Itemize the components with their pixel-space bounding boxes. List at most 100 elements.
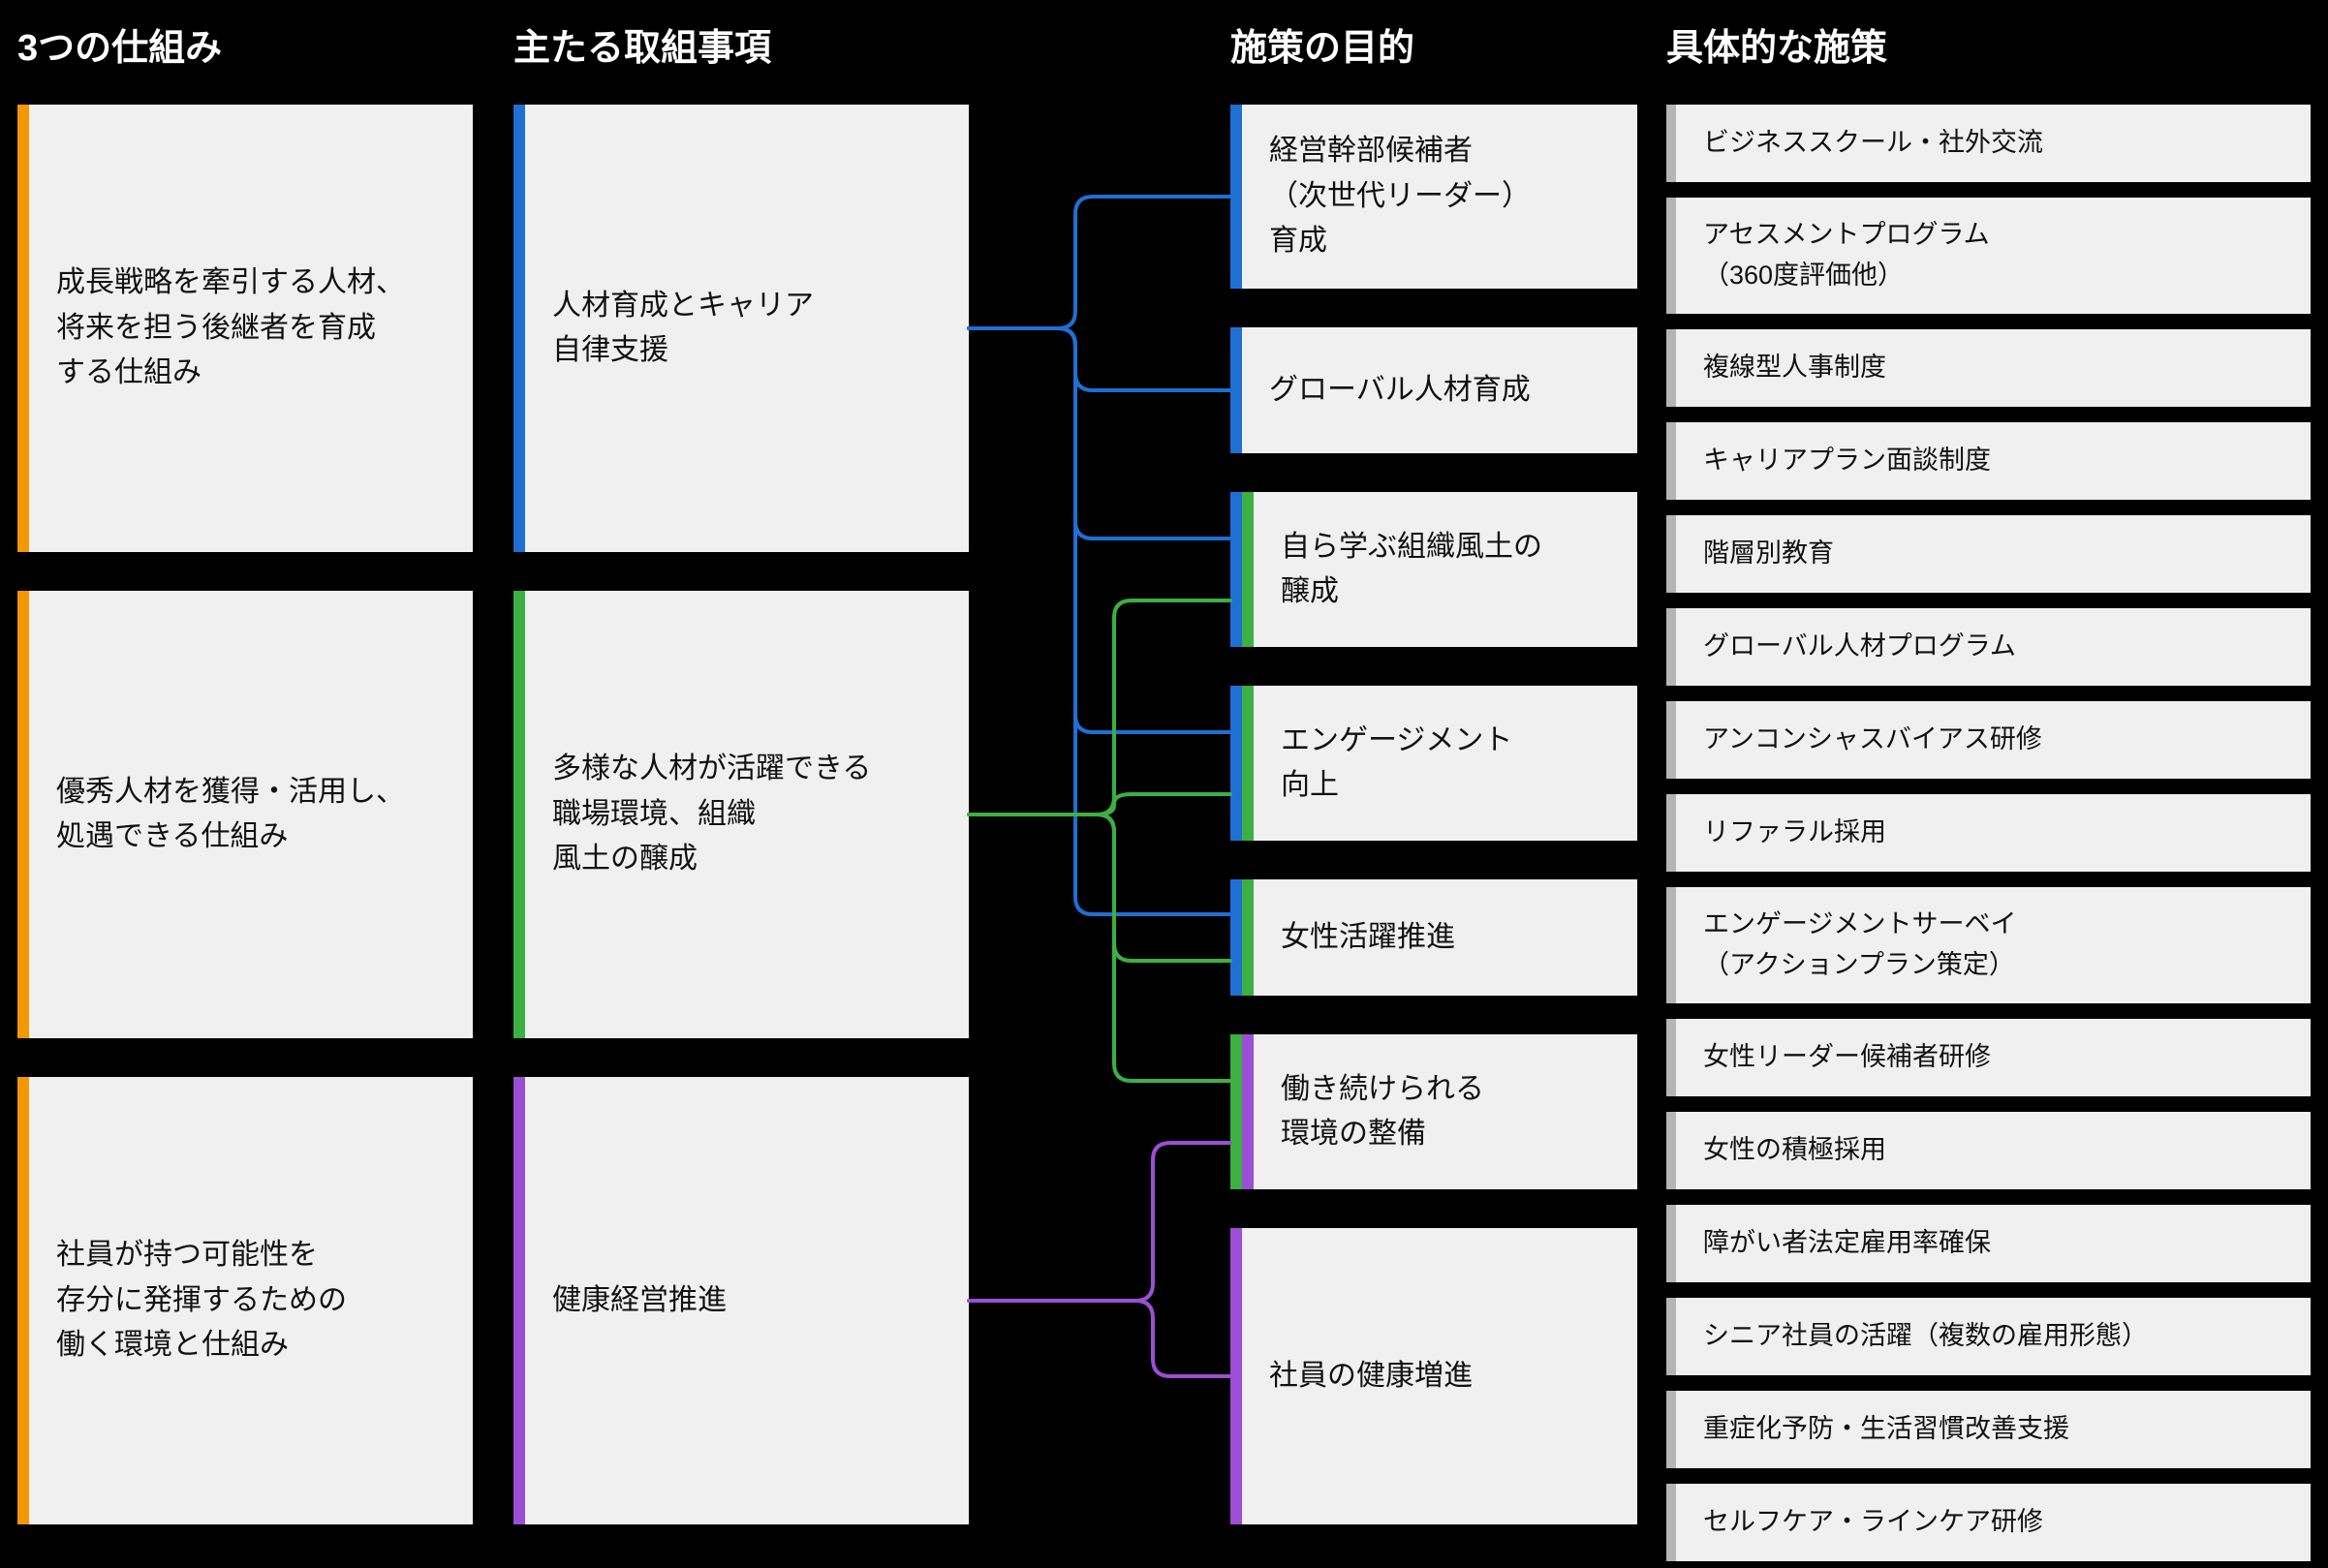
card-label: 重症化予防・生活習慣改善支援	[1676, 1409, 2089, 1450]
card-label: グローバル人材プログラム	[1676, 627, 2035, 667]
card-c3-4: エンゲージメント向上	[1230, 686, 1637, 841]
stripe	[1666, 701, 1676, 779]
connector-c2-1-c3-1	[969, 197, 1230, 328]
card-c4-7: アンコンシャスバイアス研修	[1666, 701, 2311, 779]
connector-c2-1-c3-4	[969, 328, 1230, 732]
card-c4-5: 階層別教育	[1666, 515, 2311, 593]
card-label: 成長戦略を牽引する人材、将来を担う後継者を育成する仕組み	[29, 261, 424, 396]
card-label: 働き続けられる環境の整備	[1254, 1067, 1504, 1157]
card-label: エンゲージメントサーベイ（アクションプラン策定）	[1676, 905, 2035, 986]
card-c1-3: 社員が持つ可能性を存分に発揮するための働く環境と仕組み	[17, 1077, 473, 1524]
stripe	[513, 591, 525, 1038]
card-c3-5: 女性活躍推進	[1230, 879, 1637, 996]
card-c4-15: セルフケア・ラインケア研修	[1666, 1484, 2311, 1561]
card-c3-1: 経営幹部候補者（次世代リーダー）育成	[1230, 105, 1637, 289]
stripe-secondary	[1242, 879, 1254, 996]
stripe-secondary	[1242, 1034, 1254, 1189]
connector-c2-1-c3-5	[969, 328, 1230, 914]
column-header-col4: 具体的な施策	[1666, 17, 1887, 71]
card-c3-6: 働き続けられる環境の整備	[1230, 1034, 1637, 1189]
card-c4-3: 複線型人事制度	[1666, 329, 2311, 407]
stripe	[1230, 879, 1242, 996]
connector-c2-2-c3-4	[969, 794, 1230, 815]
card-label: エンゲージメント向上	[1254, 719, 1532, 809]
card-c2-3: 健康経営推進	[513, 1077, 969, 1524]
card-label: 社員の健康増進	[1242, 1354, 1492, 1399]
stripe	[1666, 105, 1676, 182]
stripe	[17, 1077, 29, 1524]
stripe	[1666, 1019, 1676, 1096]
card-label: 障がい者法定雇用率確保	[1676, 1223, 2010, 1264]
card-c3-3: 自ら学ぶ組織風土の醸成	[1230, 492, 1637, 647]
connector-c2-3-c3-7	[969, 1301, 1230, 1376]
stripe	[1666, 515, 1676, 593]
stripe	[1230, 1228, 1242, 1524]
stripe	[1666, 198, 1676, 314]
stripe	[1666, 1112, 1676, 1189]
card-label: 社員が持つ可能性を存分に発揮するための働く環境と仕組み	[29, 1233, 366, 1368]
stripe	[1666, 1205, 1676, 1282]
stripe	[17, 105, 29, 552]
column-header-col3: 施策の目的	[1230, 17, 1414, 71]
card-c4-2: アセスメントプログラム（360度評価他）	[1666, 198, 2311, 314]
stripe	[17, 591, 29, 1038]
card-label: シニア社員の活躍（複数の雇用形態）	[1676, 1316, 2167, 1357]
card-label: グローバル人材育成	[1242, 368, 1550, 414]
connector-c2-2-c3-5	[969, 815, 1230, 961]
card-label: 多様な人材が活躍できる職場環境、組織風土の醸成	[525, 747, 890, 882]
card-label: 健康経営推進	[525, 1278, 746, 1324]
card-c3-7: 社員の健康増進	[1230, 1228, 1637, 1524]
card-label: 女性の積極採用	[1676, 1130, 1906, 1171]
stripe	[1666, 794, 1676, 872]
card-c4-10: 女性リーダー候補者研修	[1666, 1019, 2311, 1096]
card-c4-9: エンゲージメントサーベイ（アクションプラン策定）	[1666, 887, 2311, 1003]
stripe-secondary	[1242, 492, 1254, 647]
card-label: 女性リーダー候補者研修	[1676, 1037, 2010, 1078]
card-label: 階層別教育	[1676, 534, 1853, 574]
stripe	[1666, 329, 1676, 407]
card-label: セルフケア・ラインケア研修	[1676, 1502, 2063, 1543]
stripe	[1666, 887, 1676, 1003]
stripe	[1666, 608, 1676, 686]
connector-c2-2-c3-6	[969, 815, 1230, 1081]
stripe-secondary	[1242, 686, 1254, 841]
stripe	[1666, 1298, 1676, 1375]
card-label: ビジネススクール・社外交流	[1676, 123, 2063, 164]
card-c4-14: 重症化予防・生活習慣改善支援	[1666, 1391, 2311, 1468]
card-label: 女性活躍推進	[1254, 915, 1474, 961]
card-label: アセスメントプログラム（360度評価他）	[1676, 215, 2009, 296]
stripe	[1230, 327, 1242, 453]
card-label: 人材育成とキャリア自律支援	[525, 284, 833, 374]
connector-c2-2-c3-3	[969, 600, 1230, 815]
stripe	[1230, 1034, 1242, 1189]
connector-c2-1-c3-2	[969, 328, 1230, 390]
card-c4-13: シニア社員の活躍（複数の雇用形態）	[1666, 1298, 2311, 1375]
connector-c2-3-c3-6	[969, 1143, 1230, 1301]
card-label: 優秀人材を獲得・活用し、処遇できる仕組み	[29, 770, 424, 860]
card-c4-4: キャリアプラン面談制度	[1666, 422, 2311, 500]
card-label: キャリアプラン面談制度	[1676, 441, 2010, 481]
card-label: リファラル採用	[1676, 813, 1906, 853]
stripe	[1230, 105, 1242, 289]
card-c3-2: グローバル人材育成	[1230, 327, 1637, 453]
card-c4-12: 障がい者法定雇用率確保	[1666, 1205, 2311, 1282]
card-c2-2: 多様な人材が活躍できる職場環境、組織風土の醸成	[513, 591, 969, 1038]
stripe	[1230, 686, 1242, 841]
stripe	[1666, 422, 1676, 500]
card-label: 複線型人事制度	[1676, 348, 1906, 388]
card-c1-2: 優秀人材を獲得・活用し、処遇できる仕組み	[17, 591, 473, 1038]
card-c4-8: リファラル採用	[1666, 794, 2311, 872]
stripe	[1230, 492, 1242, 647]
card-label: 経営幹部候補者（次世代リーダー）育成	[1242, 129, 1550, 264]
column-header-col2: 主たる取組事項	[513, 17, 771, 71]
card-c4-1: ビジネススクール・社外交流	[1666, 105, 2311, 182]
stripe	[513, 1077, 525, 1524]
card-c4-11: 女性の積極採用	[1666, 1112, 2311, 1189]
card-label: 自ら学ぶ組織風土の醸成	[1254, 525, 1562, 615]
card-c1-1: 成長戦略を牽引する人材、将来を担う後継者を育成する仕組み	[17, 105, 473, 552]
column-header-col1: 3つの仕組み	[17, 17, 222, 71]
card-label: アンコンシャスバイアス研修	[1676, 720, 2062, 760]
card-c4-6: グローバル人材プログラム	[1666, 608, 2311, 686]
stripe	[1666, 1391, 1676, 1468]
connector-c2-1-c3-3	[969, 328, 1230, 538]
